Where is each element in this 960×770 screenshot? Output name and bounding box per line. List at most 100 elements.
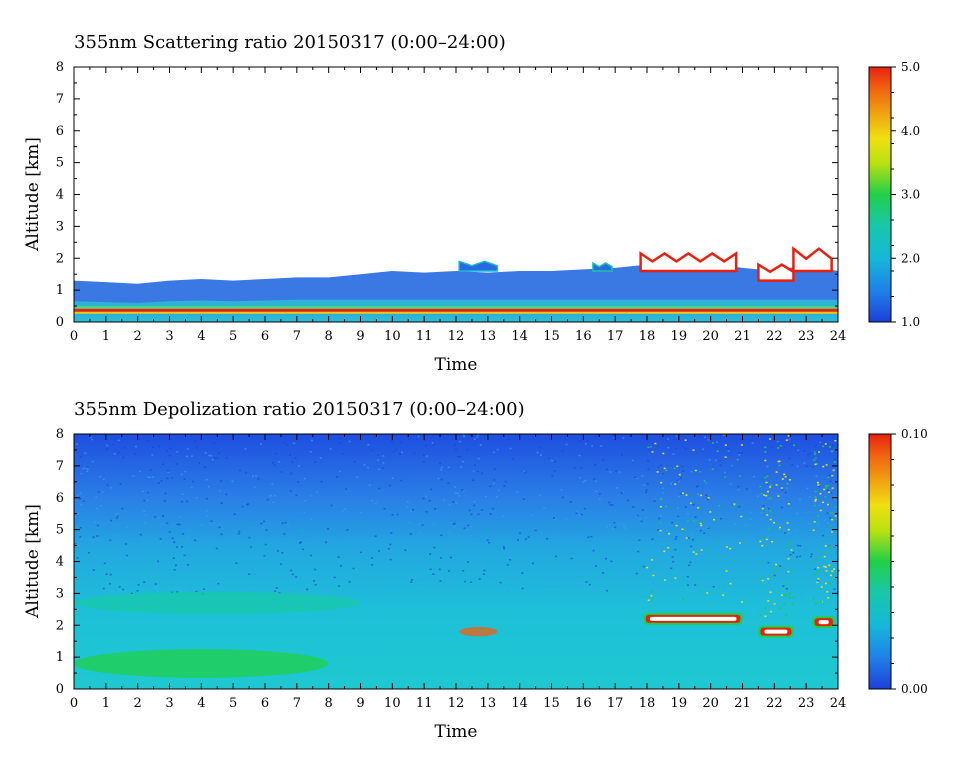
noise-speckle bbox=[823, 519, 826, 522]
noise-speckle bbox=[176, 451, 179, 453]
noise-speckle bbox=[604, 557, 607, 560]
noise-speckle bbox=[699, 529, 702, 532]
noise-speckle bbox=[238, 469, 241, 472]
cloud-curtain-speckle bbox=[778, 607, 781, 610]
noise-speckle bbox=[361, 552, 364, 554]
noise-speckle bbox=[540, 532, 543, 534]
top-x-tick-label: 13 bbox=[480, 329, 497, 344]
bottom-y-tick-label: 1 bbox=[56, 650, 64, 665]
noise-speckle bbox=[432, 523, 435, 525]
noise-speckle bbox=[136, 590, 139, 592]
noise-speckle bbox=[195, 446, 198, 449]
noise-speckle bbox=[112, 443, 115, 446]
noise-speckle bbox=[272, 501, 275, 504]
noise-speckle bbox=[289, 490, 292, 492]
noise-speckle bbox=[88, 539, 91, 541]
noise-speckle bbox=[645, 517, 648, 519]
noise-speckle bbox=[658, 517, 661, 520]
noise-speckle bbox=[248, 590, 251, 592]
noise-speckle bbox=[741, 558, 744, 561]
cloud-curtain-speckle bbox=[819, 492, 822, 495]
cloud-curtain-speckle bbox=[814, 571, 817, 573]
noise-speckle bbox=[506, 564, 509, 566]
noise-speckle bbox=[102, 478, 105, 481]
bottom-y-tick-label: 7 bbox=[56, 459, 64, 474]
noise-speckle bbox=[552, 517, 555, 519]
bottom-plot-background bbox=[74, 434, 838, 689]
noise-speckle bbox=[410, 510, 413, 512]
cloud-curtain-speckle bbox=[824, 566, 827, 568]
noise-speckle bbox=[280, 471, 283, 473]
noise-speckle bbox=[479, 444, 482, 446]
cloud-curtain-speckle bbox=[785, 439, 788, 441]
noise-speckle bbox=[303, 511, 306, 513]
noise-speckle bbox=[666, 561, 669, 564]
noise-speckle bbox=[815, 475, 818, 478]
bottom-x-tick-label: 17 bbox=[607, 696, 624, 711]
noise-speckle bbox=[831, 444, 834, 446]
noise-speckle bbox=[609, 471, 612, 473]
cloud-curtain-speckle bbox=[814, 602, 817, 605]
cloud-curtain-speckle bbox=[673, 467, 676, 470]
noise-speckle bbox=[480, 509, 483, 511]
noise-speckle bbox=[565, 443, 568, 446]
top-plot-area bbox=[74, 67, 838, 322]
noise-speckle bbox=[477, 543, 480, 545]
cloud-curtain-speckle bbox=[822, 501, 825, 504]
cloud-curtain-speckle bbox=[812, 597, 815, 600]
top-x-tick-label: 21 bbox=[734, 329, 751, 344]
noise-speckle bbox=[834, 458, 837, 460]
cloud-curtain-speckle bbox=[654, 442, 657, 445]
noise-speckle bbox=[795, 556, 798, 558]
bottom-x-tick-label: 20 bbox=[702, 696, 719, 711]
noise-speckle bbox=[578, 476, 581, 479]
noise-speckle bbox=[715, 441, 718, 443]
noise-speckle bbox=[178, 567, 181, 569]
noise-speckle bbox=[284, 537, 287, 539]
noise-speckle bbox=[610, 560, 613, 563]
cloud-curtain-speckle bbox=[681, 528, 684, 531]
noise-speckle bbox=[338, 585, 341, 587]
noise-speckle bbox=[814, 538, 817, 541]
cloud-curtain-speckle bbox=[674, 577, 677, 579]
top-x-tick-label: 23 bbox=[798, 329, 815, 344]
noise-speckle bbox=[555, 555, 558, 558]
cloud-curtain-speckle bbox=[814, 496, 817, 498]
noise-speckle bbox=[617, 583, 620, 585]
noise-speckle bbox=[648, 448, 651, 451]
cloud-curtain-speckle bbox=[711, 468, 714, 471]
noise-speckle bbox=[126, 571, 129, 574]
cloud-curtain-speckle bbox=[789, 479, 792, 481]
noise-speckle bbox=[829, 517, 832, 519]
noise-speckle bbox=[171, 477, 174, 479]
top-x-tick-label: 9 bbox=[356, 329, 364, 344]
noise-speckle bbox=[79, 456, 82, 458]
cloud-curtain-speckle bbox=[830, 450, 833, 453]
noise-speckle bbox=[622, 437, 625, 439]
noise-speckle bbox=[449, 556, 452, 559]
cloud-curtain-speckle bbox=[772, 572, 775, 574]
noise-speckle bbox=[116, 513, 119, 515]
noise-speckle bbox=[225, 457, 228, 459]
noise-speckle bbox=[122, 588, 125, 591]
cloud-curtain-speckle bbox=[707, 497, 710, 499]
noise-speckle bbox=[198, 578, 201, 580]
noise-speckle bbox=[167, 471, 170, 474]
noise-speckle bbox=[399, 452, 402, 455]
noise-speckle bbox=[173, 568, 176, 571]
noise-speckle bbox=[390, 532, 393, 534]
noise-speckle bbox=[720, 517, 723, 520]
noise-speckle bbox=[299, 560, 302, 563]
noise-speckle bbox=[687, 537, 690, 539]
noise-speckle bbox=[308, 538, 311, 541]
noise-speckle bbox=[309, 450, 312, 453]
noise-speckle bbox=[183, 563, 186, 565]
noise-speckle bbox=[459, 466, 462, 468]
noise-speckle bbox=[257, 478, 260, 480]
noise-speckle bbox=[760, 511, 763, 514]
cloud-curtain-speckle bbox=[827, 476, 830, 479]
noise-speckle bbox=[411, 579, 414, 581]
noise-speckle bbox=[719, 464, 722, 467]
cloud-curtain-speckle bbox=[813, 459, 816, 461]
cloud-curtain-speckle bbox=[775, 569, 778, 572]
